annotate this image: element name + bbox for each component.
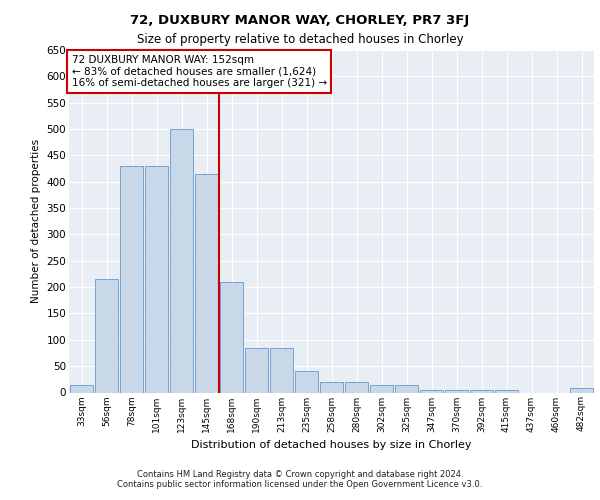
Bar <box>194 174 218 392</box>
Bar <box>470 390 493 392</box>
Bar <box>395 384 418 392</box>
X-axis label: Distribution of detached houses by size in Chorley: Distribution of detached houses by size … <box>191 440 472 450</box>
Bar <box>569 388 593 392</box>
Bar <box>494 390 518 392</box>
Bar <box>419 390 443 392</box>
Bar <box>445 390 469 392</box>
Bar <box>119 166 143 392</box>
Bar <box>370 384 394 392</box>
Bar <box>344 382 368 392</box>
Bar <box>295 372 319 392</box>
Y-axis label: Number of detached properties: Number of detached properties <box>31 139 41 304</box>
Bar <box>70 384 94 392</box>
Text: Contains HM Land Registry data © Crown copyright and database right 2024.
Contai: Contains HM Land Registry data © Crown c… <box>118 470 482 489</box>
Bar <box>220 282 244 393</box>
Bar <box>320 382 343 392</box>
Text: 72, DUXBURY MANOR WAY, CHORLEY, PR7 3FJ: 72, DUXBURY MANOR WAY, CHORLEY, PR7 3FJ <box>130 14 470 27</box>
Text: 72 DUXBURY MANOR WAY: 152sqm
← 83% of detached houses are smaller (1,624)
16% of: 72 DUXBURY MANOR WAY: 152sqm ← 83% of de… <box>71 55 327 88</box>
Bar <box>170 129 193 392</box>
Bar <box>145 166 169 392</box>
Bar <box>95 279 118 392</box>
Bar <box>245 348 268 393</box>
Bar <box>269 348 293 393</box>
Text: Size of property relative to detached houses in Chorley: Size of property relative to detached ho… <box>137 32 463 46</box>
